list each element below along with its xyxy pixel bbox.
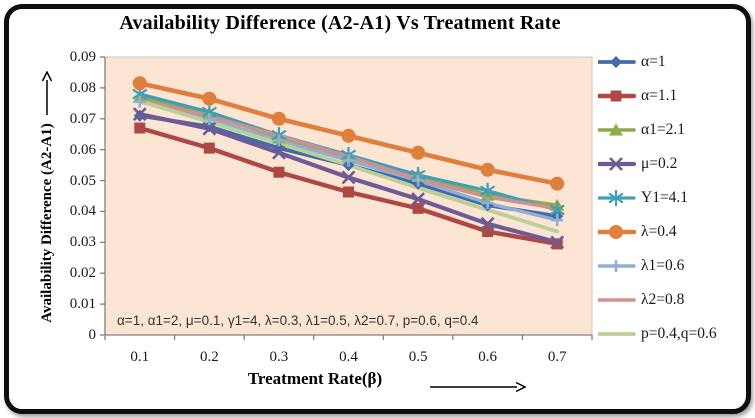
legend-swatch-icon (598, 225, 636, 239)
legend-swatch-icon (598, 90, 636, 102)
x-tick-label: 0.5 (408, 349, 428, 365)
y-tick-label: 0.07 (69, 110, 96, 127)
legend-item-mu-0.2: μ=0.2 (598, 154, 750, 174)
legend-label: λ=0.4 (641, 223, 677, 240)
legend-swatch-icon (598, 157, 636, 171)
series-markers-lambda1-0.6 (133, 95, 564, 227)
y-tick-label: 0.08 (69, 79, 96, 96)
y-tick-label: 0 (88, 327, 97, 343)
legend-item-lambda2-0.8: λ2=0.8 (598, 290, 750, 310)
x-axis-title: Treatment Rate(β) (247, 369, 383, 388)
legend: α=1 α=1.1 α1=2.1 μ=0.2 Υ1=4.1 λ=0.4 λ1=0.6 λ2=0… (598, 52, 750, 344)
parameter-annotation: α=1, α1=2, μ=0.1, γ1=4, λ=0.3, λ1=0.5, λ… (117, 313, 479, 328)
x-tick-label: 0.1 (130, 349, 150, 365)
y-axis-arrow-icon (41, 71, 53, 116)
legend-item-gamma1-4.1: Υ1=4.1 (598, 188, 750, 208)
series-markers-mu-0.2 (132, 107, 565, 250)
series-markers-lambda-0.4 (132, 76, 565, 191)
legend-item-alpha-1: α=1 (598, 52, 750, 72)
x-tick-label: 0.6 (478, 349, 498, 365)
x-axis-arrow-icon (430, 381, 526, 393)
y-tick-label: 0.04 (69, 203, 96, 220)
y-tick-label: 0.03 (69, 234, 96, 251)
legend-label: λ2=0.8 (641, 291, 685, 308)
legend-swatch-icon (598, 56, 636, 68)
y-tick-label: 0.05 (69, 172, 96, 189)
legend-item-lambda-0.4: λ=0.4 (598, 222, 750, 242)
legend-item-p-0.4-q-0.6: p=0.4,q=0.6 (598, 324, 750, 344)
y-tick-label: 0.02 (69, 265, 96, 282)
legend-label: α=1 (641, 53, 666, 70)
legend-label: p=0.4,q=0.6 (641, 325, 717, 342)
y-tick-label: 0.01 (69, 296, 96, 313)
legend-label: Υ1=4.1 (641, 189, 689, 206)
legend-item-lambda1-0.6: λ1=0.6 (598, 256, 750, 276)
y-tick-label: 0.06 (69, 141, 96, 158)
y-tick-label: 0.09 (69, 49, 96, 65)
legend-label: α=1.1 (641, 87, 678, 104)
x-tick-label: 0.4 (339, 349, 358, 365)
x-tick-label: 0.7 (547, 349, 567, 365)
legend-item-alpha-1.1: α=1.1 (598, 86, 750, 106)
legend-swatch-icon (598, 260, 636, 272)
legend-swatch-icon (598, 190, 636, 206)
chart-title: Availability Difference (A2-A1) Vs Treat… (119, 12, 561, 34)
legend-swatch-icon (598, 123, 636, 136)
legend-swatch-icon (598, 298, 636, 302)
y-axis-title-group: Availability Difference (A2-A1) (36, 51, 58, 343)
legend-item-alpha1-2.1: α1=2.1 (598, 120, 750, 140)
legend-label: μ=0.2 (641, 155, 678, 172)
x-tick-label: 0.3 (269, 349, 289, 365)
x-tick-label: 0.2 (199, 349, 219, 365)
legend-label: α1=2.1 (641, 121, 685, 138)
legend-swatch-icon (598, 332, 636, 336)
legend-label: λ1=0.6 (641, 257, 685, 274)
